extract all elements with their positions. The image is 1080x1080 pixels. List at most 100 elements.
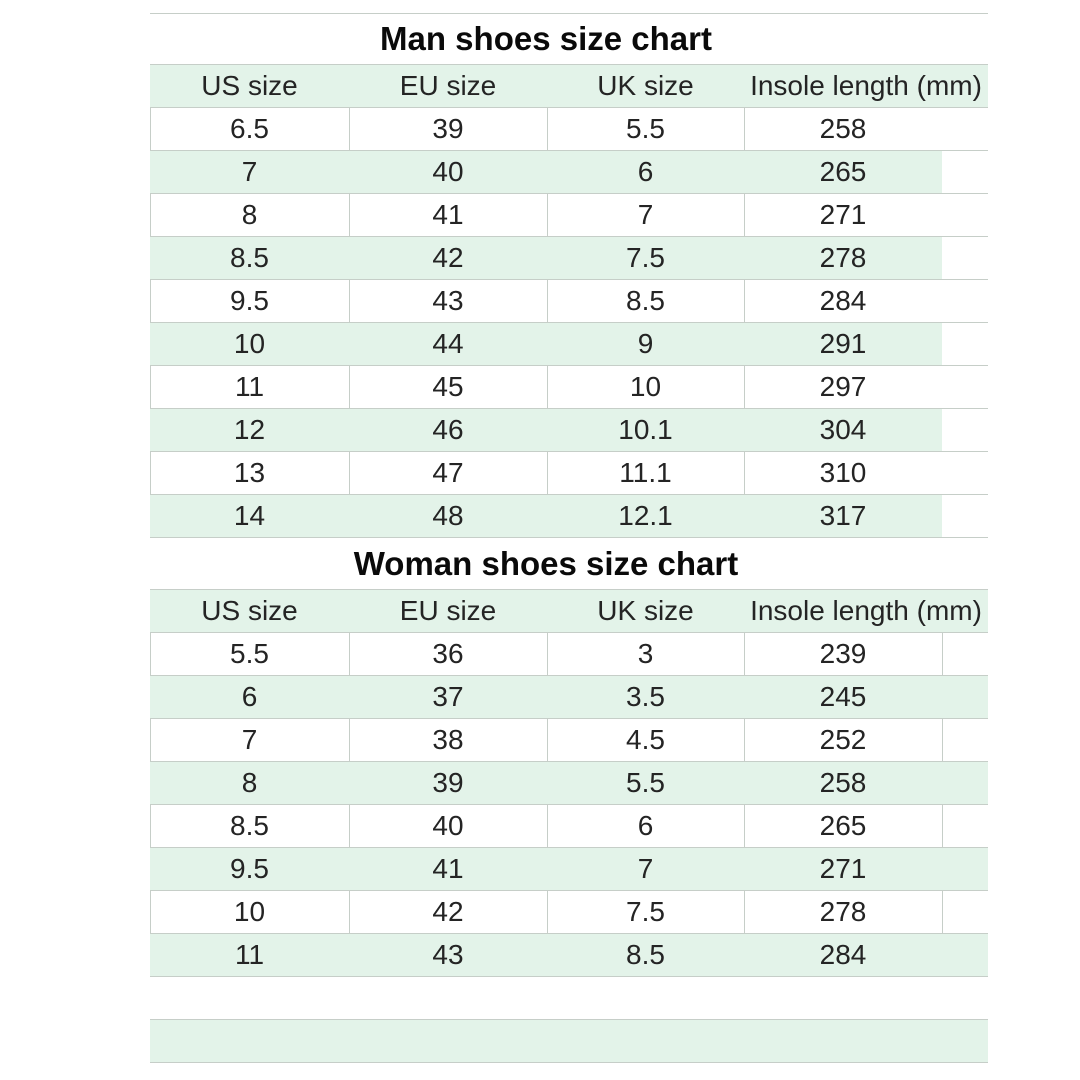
table-cell: 4.5: [626, 724, 665, 755]
table-row: 14 48 12.1 317: [150, 495, 988, 538]
table-cell: 12: [233, 414, 266, 445]
table-cell: 14: [233, 500, 266, 531]
overflow-strip: [942, 633, 988, 675]
overflow-strip: [942, 323, 988, 365]
table-cell: 239: [819, 638, 867, 669]
table-cell: 48: [432, 500, 464, 531]
man-table-body: 6.5 39 5.5 258 7 40 6 265 8 41 7 271 8.5 42 7.5 278 9.5 4…: [150, 108, 988, 538]
empty-row: [150, 1020, 988, 1063]
man-size-chart-table: Man shoes size chart US size EU size UK …: [150, 13, 988, 538]
table-cell: 11: [234, 939, 265, 970]
table-cell: 43: [432, 285, 464, 316]
gridline-vertical: [547, 590, 548, 1080]
table-row: 5.5 36 3 239: [150, 633, 988, 676]
table-cell: 7.5: [626, 896, 665, 927]
table-row: 8.5 42 7.5 278: [150, 237, 988, 280]
woman-table-body: 5.5 36 3 239 6 37 3.5 245 7 38 4.5 252 8 39 5.5 258 8.5 4…: [150, 633, 988, 977]
gridline-vertical: [547, 65, 548, 538]
table-cell: 41: [432, 199, 464, 230]
table-cell: 8.5: [230, 810, 269, 841]
overflow-strip: [942, 409, 988, 451]
column-header-insole-length: Insole length (mm): [744, 65, 988, 107]
table-cell: 6.5: [230, 113, 269, 144]
table-cell: 12.1: [618, 500, 673, 531]
empty-row: [150, 977, 988, 1020]
size-chart-spreadsheet: Man shoes size chart US size EU size UK …: [150, 13, 988, 1080]
column-header-eu-size: EU size: [399, 595, 497, 626]
table-cell: 9.5: [230, 285, 269, 316]
table-cell: 46: [432, 414, 464, 445]
table-row: 9.5 41 7 271: [150, 848, 988, 891]
table-row: 10 44 9 291: [150, 323, 988, 366]
overflow-strip: [942, 194, 988, 236]
table-cell: 6: [241, 681, 258, 712]
table-cell: 265: [819, 810, 867, 841]
table-cell: 5.5: [230, 638, 269, 669]
overflow-strip: [942, 14, 988, 64]
gridline-vertical: [349, 590, 350, 1080]
table-header-row: US size EU size UK size Insole length (m…: [150, 65, 988, 108]
table-cell: 8.5: [626, 939, 665, 970]
table-cell: 13: [233, 457, 266, 488]
table-cell: 278: [819, 242, 867, 273]
table-row: 10 42 7.5 278: [150, 891, 988, 934]
table-cell: 43: [432, 939, 464, 970]
table-cell: 284: [819, 939, 867, 970]
gridline-vertical: [744, 590, 745, 1080]
table-cell: 271: [819, 853, 867, 884]
overflow-strip: [942, 237, 988, 279]
overflow-strip: [942, 891, 988, 933]
table-cell: 10: [233, 896, 266, 927]
table-cell: 7: [241, 724, 258, 755]
table-cell: 6: [637, 810, 654, 841]
gridline-vertical: [349, 65, 350, 538]
overflow-strip: [942, 676, 988, 718]
table-cell: 8.5: [230, 242, 269, 273]
table-cell: 265: [819, 156, 867, 187]
table-cell: 6: [637, 156, 654, 187]
table-row: 6 37 3.5 245: [150, 676, 988, 719]
table-row: 11 43 8.5 284: [150, 934, 988, 977]
table-header-row: US size EU size UK size Insole length (m…: [150, 590, 988, 633]
chart-title-row: Man shoes size chart: [150, 13, 988, 65]
table-cell: 39: [432, 113, 464, 144]
table-cell: 3.5: [626, 681, 665, 712]
table-cell: 7: [241, 156, 258, 187]
overflow-strip: [942, 108, 988, 150]
column-header-us-size: US size: [201, 595, 298, 626]
table-row: 12 46 10.1 304: [150, 409, 988, 452]
overflow-strip: [942, 848, 988, 890]
column-header-us-size: US size: [201, 70, 298, 101]
gridline-vertical: [744, 65, 745, 538]
empty-row-partial: [150, 1063, 988, 1080]
table-cell: 42: [432, 896, 464, 927]
table-cell: 8: [241, 767, 258, 798]
table-row: 8 41 7 271: [150, 194, 988, 237]
table-row: 7 40 6 265: [150, 151, 988, 194]
table-cell: 3: [637, 638, 654, 669]
table-cell: 40: [432, 156, 464, 187]
chart-title: Man shoes size chart: [380, 20, 712, 57]
table-cell: 11: [234, 371, 265, 402]
table-cell: 245: [819, 681, 867, 712]
table-cell: 38: [432, 724, 464, 755]
overflow-strip: [942, 495, 988, 537]
table-row: 11 45 10 297: [150, 366, 988, 409]
table-row: 6.5 39 5.5 258: [150, 108, 988, 151]
table-cell: 310: [819, 457, 867, 488]
table-cell: 278: [819, 896, 867, 927]
table-cell: 5.5: [626, 767, 665, 798]
table-row: 9.5 43 8.5 284: [150, 280, 988, 323]
table-cell: 297: [819, 371, 867, 402]
table-cell: 39: [432, 767, 464, 798]
overflow-strip: [942, 452, 988, 494]
table-cell: 258: [819, 113, 867, 144]
overflow-strip: [942, 366, 988, 408]
table-cell: 7.5: [626, 242, 665, 273]
table-row: 8.5 40 6 265: [150, 805, 988, 848]
table-cell: 10.1: [618, 414, 673, 445]
table-cell: 37: [432, 681, 464, 712]
table-cell: 45: [432, 371, 464, 402]
column-header-eu-size: EU size: [399, 70, 497, 101]
